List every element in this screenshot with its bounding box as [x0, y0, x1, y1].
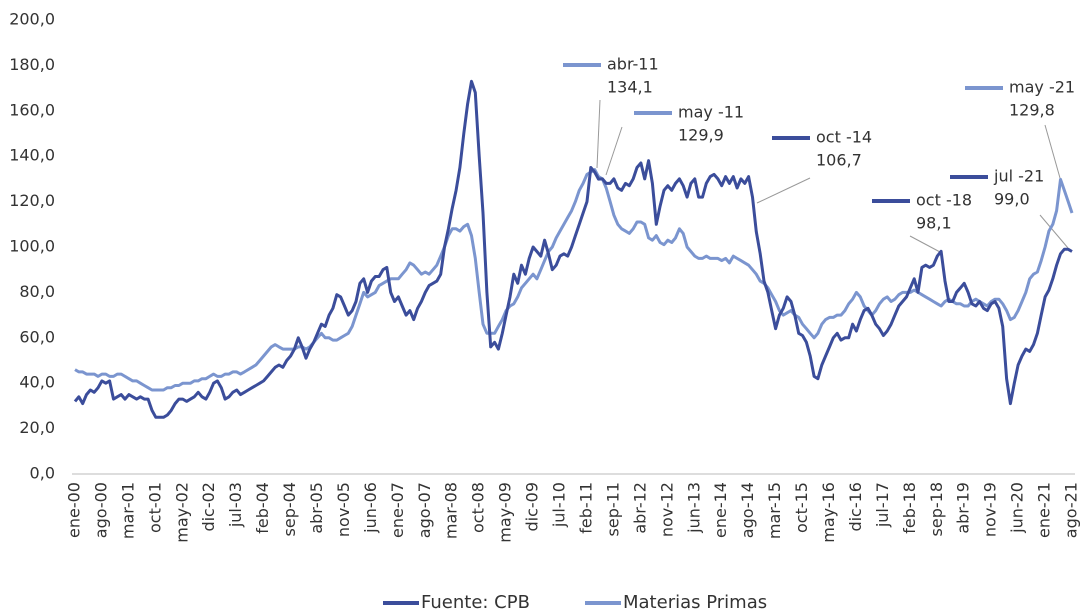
- annotation-value: 134,1: [607, 78, 653, 97]
- x-tick-label: ago-21: [1062, 482, 1081, 538]
- y-tick-label: 200,0: [9, 10, 55, 29]
- x-tick-label: sep-04: [280, 482, 299, 536]
- x-tick-label: may-09: [496, 482, 515, 543]
- x-tick-label: jul-10: [550, 482, 569, 528]
- series-line: [73, 79, 1073, 419]
- annotation-value: 99,0: [994, 190, 1030, 209]
- leader-line: [605, 126, 623, 176]
- x-tick-label: jun-20: [1008, 482, 1027, 534]
- legend-label: Fuente: CPB: [421, 592, 530, 613]
- x-tick-label: sep-11: [603, 482, 622, 536]
- x-tick-label: feb-18: [900, 482, 919, 534]
- x-tick-label: ene-07: [388, 482, 407, 538]
- y-tick-label: 180,0: [9, 55, 55, 74]
- x-tick-label: feb-04: [253, 482, 272, 534]
- leader-line: [909, 235, 941, 253]
- x-tick-label: nov-19: [981, 482, 1000, 537]
- x-tick-label: mar-15: [765, 482, 784, 539]
- x-tick-label: ago-07: [415, 482, 434, 538]
- y-tick-label: 80,0: [19, 282, 55, 301]
- annotation-value: 106,7: [816, 151, 862, 170]
- y-tick-label: 60,0: [19, 327, 55, 346]
- x-tick-label: ene-21: [1035, 482, 1054, 538]
- leader-lines: [596, 99, 1069, 253]
- x-tick-label: jul-03: [226, 482, 245, 528]
- series-line: [74, 168, 1074, 392]
- x-tick-label: sep-18: [927, 482, 946, 536]
- x-tick-label: ene-14: [711, 482, 730, 538]
- y-tick-label: 140,0: [9, 146, 55, 165]
- legend-label: Materias Primas: [623, 592, 767, 613]
- y-tick-label: 160,0: [9, 100, 55, 119]
- x-tick-label: ago-00: [91, 482, 110, 538]
- x-tick-label: dic-02: [199, 482, 218, 532]
- leader-line: [596, 99, 601, 169]
- annotation-label: may -11: [678, 103, 744, 122]
- y-tick-label: 20,0: [19, 418, 55, 437]
- annotation-label: may -21: [1009, 78, 1075, 97]
- x-tick-label: dic-16: [846, 482, 865, 532]
- x-tick-label: abr-12: [630, 482, 649, 534]
- x-tick-label: oct-15: [792, 482, 811, 533]
- annotation-label: oct -14: [816, 128, 872, 147]
- x-tick-label: ene-00: [65, 482, 84, 538]
- x-tick-label: ago-14: [738, 482, 757, 538]
- y-tick-label: 0,0: [30, 464, 55, 483]
- annotation-value: 98,1: [916, 214, 952, 233]
- y-tick-label: 100,0: [9, 237, 55, 256]
- x-tick-label: mar-08: [442, 482, 461, 539]
- x-tick-label: jun-06: [361, 482, 380, 534]
- x-tick-label: oct-01: [145, 482, 164, 533]
- x-tick-label: abr-19: [954, 482, 973, 534]
- annotation-value: 129,8: [1009, 101, 1055, 120]
- x-tick-label: jun-13: [684, 482, 703, 534]
- annotation-label: jul -21: [993, 167, 1044, 186]
- annotation-value: 129,9: [678, 126, 724, 145]
- y-tick-label: 40,0: [19, 373, 55, 392]
- leader-line: [1039, 214, 1069, 249]
- annotation-label: abr-11: [607, 55, 659, 74]
- x-tick-label: dic-09: [523, 482, 542, 532]
- x-tick-label: nov-05: [334, 482, 353, 537]
- x-tick-label: mar-01: [118, 482, 137, 539]
- x-tick-label: oct-08: [469, 482, 488, 533]
- leader-line: [1044, 124, 1061, 179]
- x-tick-label: feb-11: [576, 482, 595, 534]
- x-tick-label: jul-17: [873, 482, 892, 528]
- x-tick-label: may-16: [819, 482, 838, 543]
- y-tick-label: 120,0: [9, 191, 55, 210]
- annotation-label: oct -18: [916, 191, 972, 210]
- leader-line: [756, 177, 811, 204]
- x-tick-label: nov-12: [657, 482, 676, 537]
- x-tick-label: abr-05: [307, 482, 326, 534]
- x-tick-label: may-02: [172, 482, 191, 543]
